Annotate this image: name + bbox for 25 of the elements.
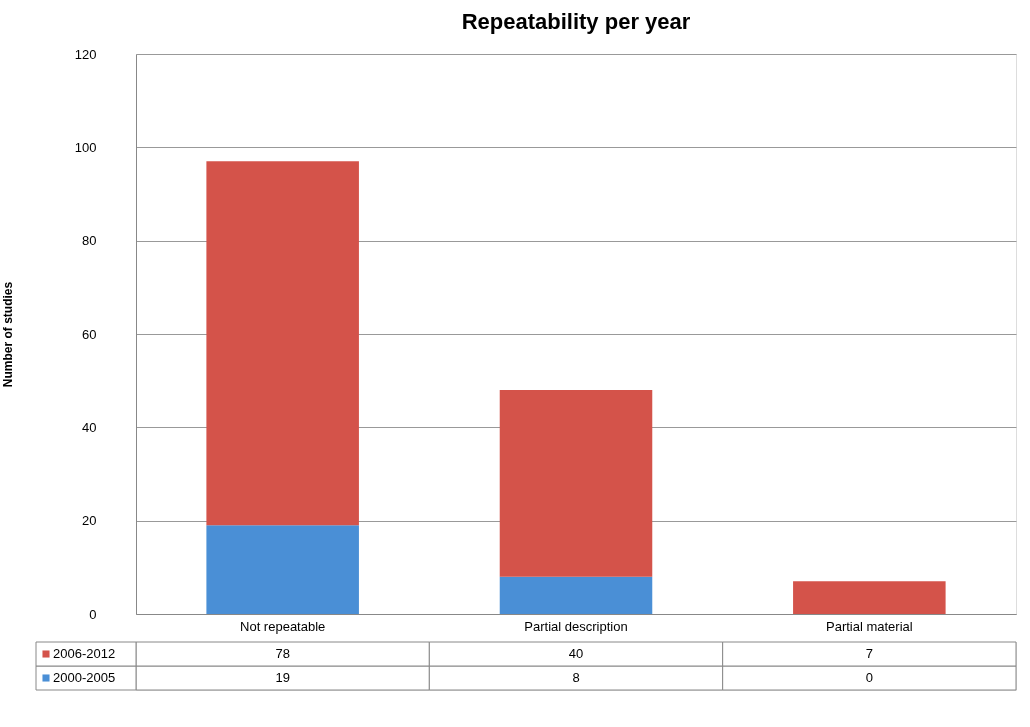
bar — [793, 581, 946, 614]
legend-label: 2006-2012 — [53, 646, 116, 661]
x-tick-label: Not repeatable — [240, 618, 326, 634]
bar — [206, 525, 359, 614]
data-label: 78 — [275, 646, 290, 661]
x-tick-label: Partial material — [825, 618, 913, 634]
data-label: 0 — [865, 670, 873, 685]
bar — [499, 576, 653, 614]
data-label: 40 — [568, 646, 584, 661]
y-tick-label: 120 — [74, 46, 97, 62]
bar — [206, 161, 359, 526]
x-tick-label: Partial description — [524, 618, 628, 634]
y-tick-label: 40 — [82, 419, 97, 435]
y-tick-label: 60 — [82, 326, 97, 342]
data-label: 8 — [572, 670, 580, 685]
chart-title: Repeatability per year — [461, 9, 691, 34]
legend-label: 2000-2005 — [53, 670, 116, 685]
y-axis-title: Number of studies — [0, 281, 15, 388]
bar — [499, 390, 653, 577]
y-tick-label: 80 — [82, 233, 97, 249]
y-tick-label: 0 — [89, 606, 97, 622]
data-label: 7 — [865, 646, 873, 661]
y-tick-label: 100 — [74, 139, 97, 155]
data-label: 19 — [275, 670, 290, 685]
y-tick-label: 20 — [82, 513, 97, 529]
